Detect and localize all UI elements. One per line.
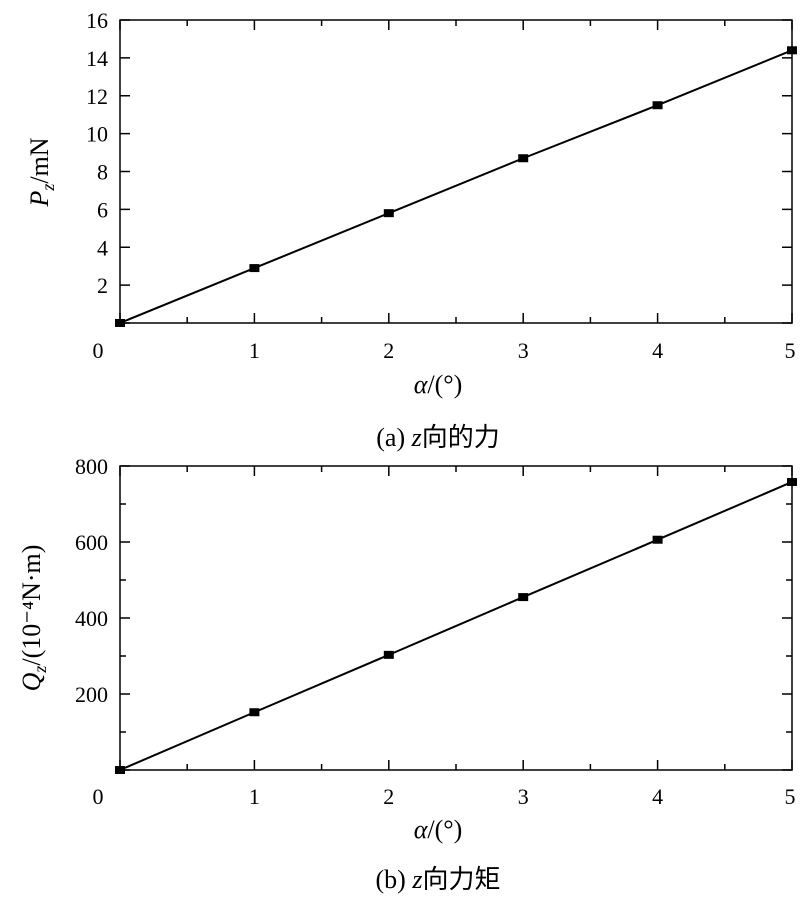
series-b bbox=[115, 477, 797, 774]
y-tick-labels-b: 200 400 600 800 bbox=[75, 454, 108, 707]
x-tick-labels-a: 0 1 2 3 4 5 bbox=[93, 338, 796, 363]
y-tick-label: 14 bbox=[86, 46, 108, 71]
tick-marks-b bbox=[119, 465, 793, 771]
x-tick-label: 2 bbox=[383, 338, 394, 363]
caption-a: (a) z向的力 bbox=[376, 423, 500, 452]
y-tick-label: 800 bbox=[75, 454, 108, 479]
data-point-marker bbox=[115, 766, 125, 774]
caption-b: (b) z向力矩 bbox=[376, 865, 501, 894]
plot-frame-a bbox=[119, 19, 793, 324]
x-tick-label: 2 bbox=[383, 784, 394, 809]
x-tick-label: 0 bbox=[93, 784, 104, 809]
x-tick-label: 1 bbox=[249, 338, 260, 363]
x-tick-label: 3 bbox=[518, 784, 529, 809]
data-point-marker bbox=[383, 650, 394, 659]
x-tick-label: 4 bbox=[652, 784, 663, 809]
y-tick-labels-a: 2 4 6 8 10 12 14 16 bbox=[86, 8, 108, 298]
y-tick-label: 200 bbox=[75, 682, 108, 707]
y-tick-label: 10 bbox=[86, 122, 108, 147]
data-point-marker bbox=[249, 708, 260, 717]
data-point-marker bbox=[518, 593, 529, 602]
x-tick-label: 5 bbox=[785, 338, 796, 363]
x-tick-label: 1 bbox=[249, 784, 260, 809]
y-axis-title-b: Qz/(10⁻⁴N·m) bbox=[17, 545, 50, 692]
data-point-marker bbox=[787, 46, 797, 55]
x-tick-labels-b: 0 1 2 3 4 5 bbox=[93, 784, 796, 809]
series-line bbox=[119, 49, 793, 324]
y-tick-label: 400 bbox=[75, 606, 108, 631]
x-tick-label: 3 bbox=[518, 338, 529, 363]
chart-b: 0 1 2 3 4 5 200 400 600 800 α/(°) Qz/(10⁻⁴N·m) (… bbox=[17, 454, 797, 894]
series-a bbox=[115, 46, 797, 327]
x-axis-title-a: α/(°) bbox=[414, 370, 463, 399]
data-point-marker bbox=[249, 264, 260, 273]
y-tick-label: 16 bbox=[86, 8, 108, 33]
y-tick-label: 6 bbox=[97, 197, 108, 222]
plot-frame-b bbox=[119, 465, 793, 771]
data-point-marker bbox=[383, 209, 394, 218]
x-tick-label: 0 bbox=[93, 338, 104, 363]
x-axis-title-b: α/(°) bbox=[414, 815, 463, 844]
data-point-marker bbox=[652, 101, 663, 110]
series-line bbox=[119, 481, 793, 771]
data-point-marker bbox=[518, 154, 529, 163]
data-point-marker bbox=[787, 477, 797, 486]
data-point-marker bbox=[115, 319, 125, 327]
y-tick-label: 12 bbox=[86, 84, 108, 109]
y-axis-title-a: Pz/mN bbox=[25, 137, 58, 207]
x-tick-label: 4 bbox=[652, 338, 663, 363]
y-tick-label: 4 bbox=[97, 235, 108, 260]
y-tick-label: 2 bbox=[97, 273, 108, 298]
x-tick-label: 5 bbox=[785, 784, 796, 809]
data-point-marker bbox=[652, 535, 663, 544]
tick-marks-a bbox=[119, 19, 793, 324]
y-tick-label: 8 bbox=[97, 160, 108, 185]
y-tick-label: 600 bbox=[75, 530, 108, 555]
